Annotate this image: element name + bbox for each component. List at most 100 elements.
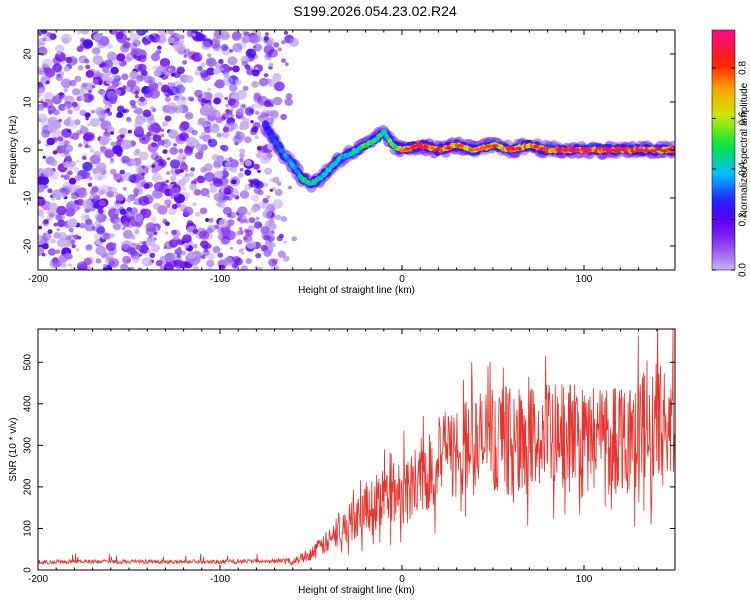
noise-speck [47, 188, 53, 194]
signal-core [643, 149, 651, 153]
noise-speck [65, 207, 76, 217]
noise-speck [170, 167, 175, 172]
noise-speck [58, 231, 67, 240]
signal-core [456, 144, 464, 148]
noise-speck [102, 66, 110, 74]
noise-speck [209, 124, 220, 134]
noise-speck [284, 98, 294, 106]
noise-speck [38, 67, 43, 75]
noise-speck [115, 200, 120, 205]
signal-blob [274, 140, 280, 146]
noise-speck [283, 240, 288, 244]
noise-speck [78, 143, 83, 148]
signal-core [398, 148, 406, 153]
signal-core [619, 147, 627, 151]
noise-speck [99, 135, 110, 146]
noise-speck [210, 109, 221, 120]
noise-speck [260, 226, 270, 235]
noise-speck [200, 62, 206, 67]
noise-speck [56, 212, 66, 222]
noise-speck [110, 141, 116, 147]
noise-speck [168, 68, 172, 72]
noise-speck [181, 175, 191, 183]
noise-speck [152, 189, 163, 199]
noise-speck [193, 189, 201, 196]
noise-speck [85, 64, 91, 70]
noise-speck [73, 166, 80, 173]
noise-speck [77, 65, 84, 71]
noise-speck [187, 251, 196, 259]
noise-speck [176, 95, 187, 106]
noise-speck [226, 161, 232, 166]
noise-speck [157, 81, 163, 87]
noise-speck [273, 81, 285, 92]
noise-speck [108, 96, 117, 105]
noise-speck [214, 170, 224, 179]
noise-speck [239, 120, 250, 130]
noise-speck [128, 174, 137, 183]
noise-speck [157, 139, 165, 146]
noise-speck [237, 172, 244, 178]
noise-speck [170, 82, 176, 88]
noise-speck [234, 257, 243, 266]
noise-speck [84, 144, 90, 149]
noise-speck [242, 85, 249, 91]
noise-speck [67, 116, 71, 121]
noise-speck [257, 200, 267, 209]
noise-speck [209, 185, 218, 193]
noise-speck [253, 43, 263, 52]
noise-speck [256, 145, 263, 151]
noise-speck [126, 221, 134, 228]
noise-speck [181, 186, 187, 191]
noise-speck [133, 212, 144, 222]
noise-speck [174, 169, 181, 175]
noise-speck [203, 124, 208, 128]
noise-speck [272, 199, 283, 209]
noise-speck [194, 69, 201, 76]
noise-speck [38, 103, 45, 111]
noise-speck [176, 66, 185, 75]
noise-speck [139, 96, 146, 103]
noise-speck [268, 258, 278, 267]
noise-speck [70, 239, 76, 245]
noise-speck [281, 40, 286, 45]
noise-speck [42, 155, 46, 159]
noise-speck [38, 184, 45, 193]
noise-speck [205, 92, 213, 99]
noise-speck [275, 214, 282, 221]
noise-speck [126, 79, 137, 88]
noise-speck [47, 248, 57, 256]
noise-speck [239, 148, 246, 154]
noise-speck [40, 98, 44, 102]
snr-xtick-label: 100 [576, 574, 593, 585]
noise-speck [166, 105, 176, 115]
noise-speck [84, 58, 90, 64]
noise-speck [114, 224, 121, 231]
noise-speck [244, 184, 251, 191]
noise-speck [80, 124, 85, 129]
noise-speck [122, 159, 127, 164]
noise-speck [49, 159, 58, 167]
noise-speck [76, 159, 80, 163]
noise-speck [63, 174, 70, 180]
noise-speck [137, 97, 148, 107]
noise-speck [66, 200, 77, 210]
noise-speck [115, 31, 124, 40]
noise-speck [149, 252, 156, 258]
colorbar-tick-label: 0.4 [738, 162, 749, 176]
signal-core [567, 148, 575, 152]
noise-speck [262, 197, 269, 204]
noise-speck [214, 79, 225, 89]
noise-speck [244, 64, 251, 70]
noise-speck [207, 267, 213, 270]
noise-speck [188, 172, 195, 178]
noise-speck [111, 242, 117, 247]
noise-speck [115, 89, 122, 96]
noise-speck [157, 45, 162, 50]
noise-speck [251, 194, 260, 202]
noise-speck [253, 163, 260, 170]
noise-speck [133, 192, 139, 197]
noise-speck [43, 92, 54, 102]
noise-speck [234, 79, 242, 86]
